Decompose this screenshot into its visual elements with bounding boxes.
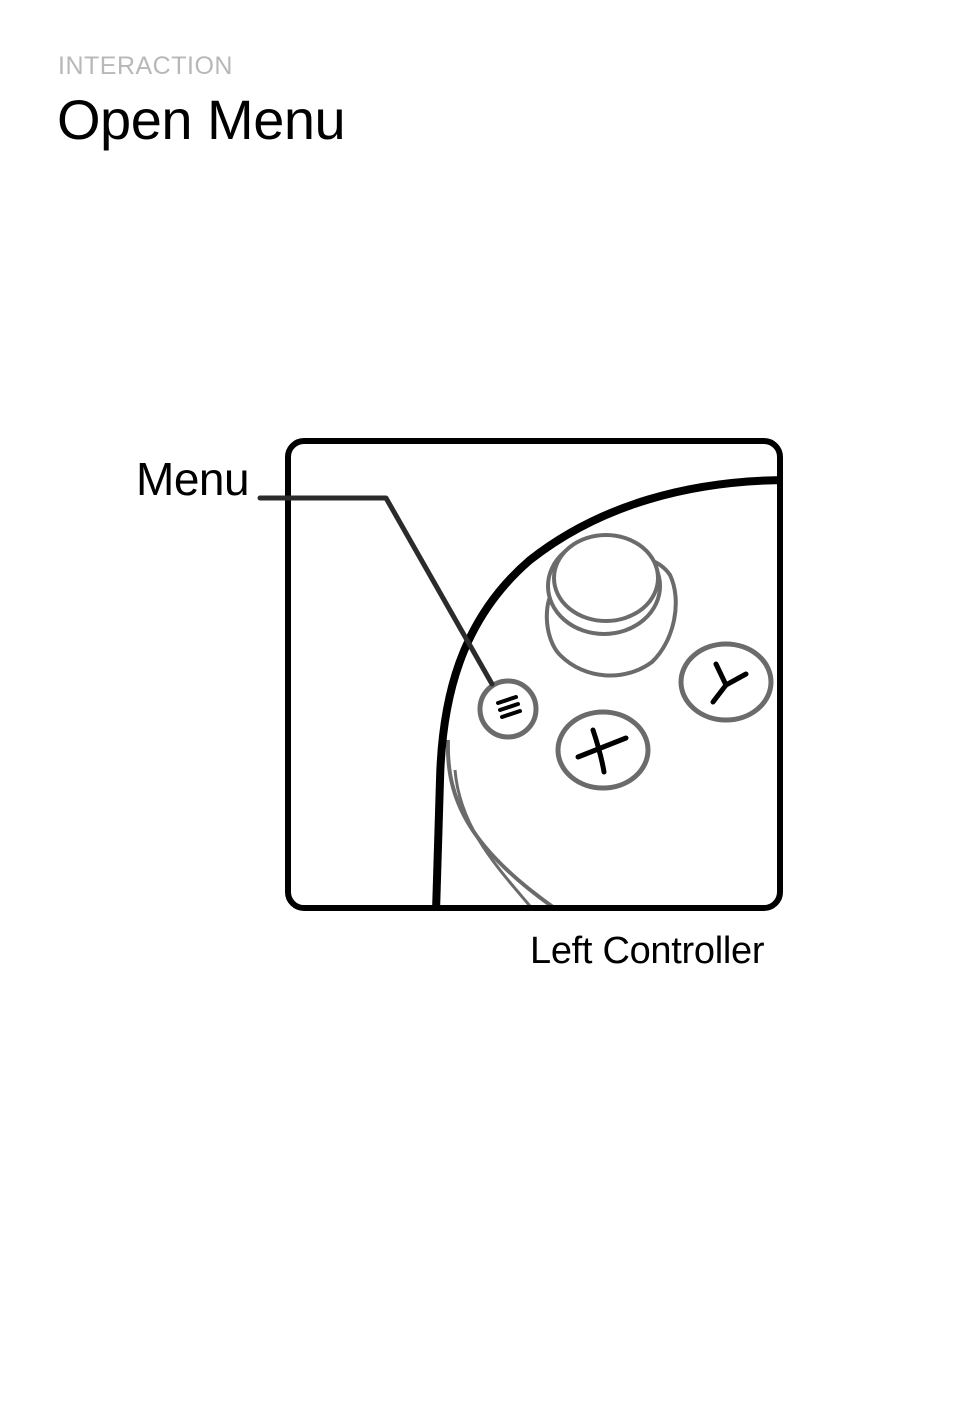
thumbstick-cap (552, 533, 660, 623)
controller-inner-contour (445, 739, 562, 908)
diagram-frame (285, 438, 783, 911)
y-button-glyph (710, 661, 749, 705)
hamburger-icon (496, 695, 522, 719)
page-title: Open Menu (57, 88, 346, 151)
section-eyebrow: INTERACTION (58, 52, 233, 80)
callout-leader-line (257, 495, 495, 687)
menu-callout-label: Menu (136, 453, 250, 505)
controller-body-outline (432, 476, 780, 908)
x-button-glyph (575, 727, 629, 775)
x-button (555, 709, 651, 791)
controller-inner-contour-2 (453, 769, 537, 908)
controller-caption: Left Controller (530, 930, 765, 972)
